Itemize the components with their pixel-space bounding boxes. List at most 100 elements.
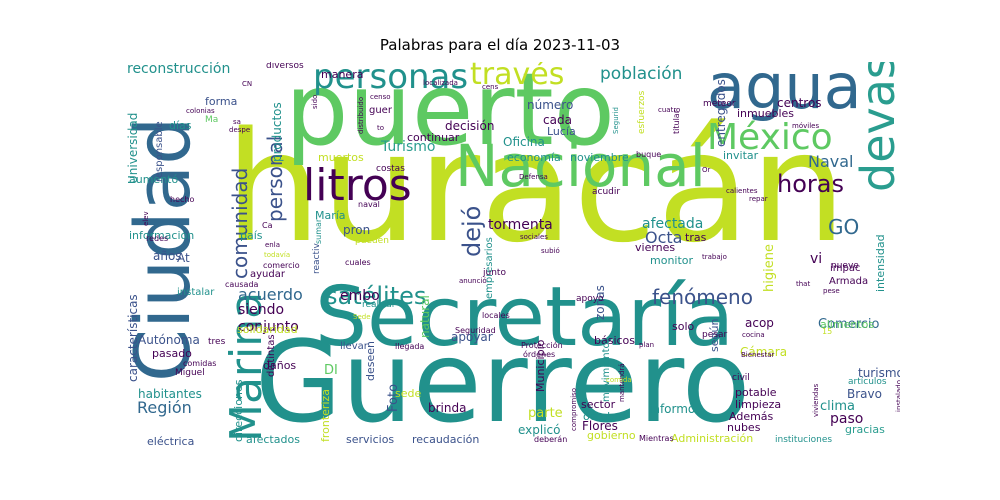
cloud-word: fronteriza	[319, 388, 332, 442]
cloud-word: nueve	[831, 261, 859, 271]
cloud-word: sa	[233, 118, 241, 126]
chart-title: Palabras para el día 2023-11-03	[379, 36, 621, 54]
cloud-word: reconstrucción	[127, 62, 231, 77]
cloud-word: costas	[376, 164, 405, 174]
cloud-word: Flores	[582, 419, 618, 433]
cloud-word: llegada	[395, 342, 425, 351]
cloud-word: diversos	[266, 62, 304, 71]
cloud-word: monitor	[650, 254, 694, 267]
cloud-word: través	[470, 62, 565, 92]
cloud-word: centros	[777, 96, 822, 110]
cloud-word: inmuebles	[737, 107, 795, 120]
cloud-word: elev	[142, 211, 150, 226]
cloud-word: Cámara	[740, 345, 788, 359]
cloud-word: comunidad	[228, 167, 252, 279]
cloud-word: servicios	[346, 433, 395, 446]
cloud-word: litros	[303, 160, 412, 211]
cloud-word: días	[169, 119, 192, 132]
cloud-word: llevar	[340, 341, 368, 352]
cloud-word: embo	[340, 288, 380, 304]
cloud-word: solidaridad	[237, 323, 298, 336]
cloud-word: pasado	[152, 347, 192, 360]
cloud-word: Administración	[671, 432, 754, 445]
cloud-word: Bienestar	[741, 351, 775, 359]
cloud-word: viviendas	[812, 383, 820, 417]
cloud-word: sumar	[314, 218, 323, 244]
cloud-word: huracán	[225, 99, 847, 276]
cloud-word: afectada	[642, 216, 704, 232]
cloud-word: clima	[820, 399, 856, 414]
cloud-word: Oficina	[503, 135, 545, 149]
cloud-word: país	[240, 229, 263, 242]
cloud-word: aumentó	[129, 173, 179, 186]
cloud-word: población	[600, 64, 683, 84]
cloud-word: anunció	[459, 277, 487, 285]
cloud-word: pron	[343, 223, 371, 237]
cloud-word: calientes	[726, 187, 758, 195]
cloud-word: Además	[729, 410, 774, 423]
cloud-word: cada	[543, 113, 572, 127]
cloud-word: noviembre	[570, 151, 629, 164]
cloud-word: octubre	[583, 410, 626, 423]
cloud-word: repar	[749, 195, 768, 203]
cloud-word: distribuido	[357, 96, 365, 134]
cloud-word: Turismo	[381, 139, 436, 155]
cloud-word: viernes	[635, 241, 676, 254]
cloud-word: to	[377, 124, 385, 132]
cloud-word: localizada	[423, 79, 458, 87]
cloud-word: parte	[528, 406, 563, 421]
cloud-word: Autónoma	[138, 333, 200, 347]
cloud-word: higiene	[762, 244, 777, 292]
cloud-word: dejó	[458, 205, 486, 257]
cloud-word: redes	[146, 234, 169, 243]
cloud-word: potable	[735, 386, 777, 399]
cloud-word: siendo	[238, 302, 285, 318]
cloud-word: realizar	[362, 300, 396, 310]
cloud-word: apoyo	[576, 294, 604, 304]
cloud-word: vi	[810, 251, 823, 267]
cloud-word: Or	[702, 166, 711, 174]
cloud-word: todavía	[264, 251, 291, 259]
cloud-word: básicos	[594, 334, 636, 347]
cloud-word: CN	[242, 80, 253, 88]
cloud-word: horas	[777, 170, 844, 198]
cloud-word: puerto	[285, 62, 615, 168]
cloud-word: direcciones	[232, 379, 245, 442]
cloud-word: agua	[707, 62, 862, 123]
cloud-word: impac	[830, 263, 861, 274]
cloud-word: esfuerzos	[637, 90, 647, 134]
cloud-word: Seguridad	[455, 326, 496, 335]
cloud-word: tormenta	[488, 217, 553, 233]
cloud-word: causada	[225, 280, 259, 289]
cloud-word: titular	[672, 110, 681, 134]
cloud-word: Lucía	[547, 125, 576, 138]
cloud-word: natural	[418, 295, 432, 338]
cloud-word: entregados	[714, 79, 728, 147]
cloud-word: Segurid	[612, 107, 620, 134]
cloud-word: tres	[208, 337, 226, 347]
cloud-word: cuales	[345, 258, 371, 267]
cloud-word: daños	[263, 359, 297, 372]
cloud-word: comidas	[183, 359, 217, 368]
cloud-word: Ca	[262, 221, 273, 230]
cloud-word: DI	[324, 363, 338, 378]
cloud-word: instituciones	[775, 435, 833, 445]
cloud-word: cens	[482, 83, 499, 91]
cloud-word: colonias	[186, 107, 215, 115]
cloud-word: cuatro	[658, 106, 681, 114]
cloud-word: Miguel	[175, 368, 205, 378]
cloud-word: tras	[685, 231, 707, 244]
cloud-word: información	[129, 229, 195, 242]
cloud-word: alimentos	[820, 318, 875, 331]
cloud-word: decisión	[445, 119, 495, 133]
cloud-word: intensidad	[874, 234, 887, 292]
cloud-word: móviles	[792, 122, 820, 130]
cloud-word: locales	[482, 311, 510, 320]
cloud-word: sociales	[520, 233, 548, 241]
cloud-word: despe	[229, 126, 251, 134]
cloud-word: GO	[828, 215, 860, 239]
cloud-word: brinda	[428, 401, 467, 415]
cloud-word: manera	[321, 68, 364, 81]
cloud-word: solo	[672, 320, 695, 333]
cloud-word: compromiso	[570, 387, 578, 431]
